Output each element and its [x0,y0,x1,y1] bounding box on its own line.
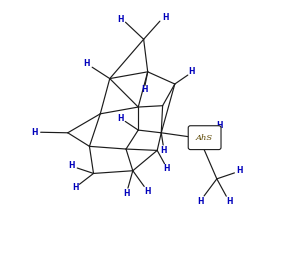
Text: H: H [197,196,203,206]
Text: H: H [31,128,38,137]
Text: H: H [68,161,75,170]
Text: H: H [216,121,223,130]
FancyBboxPatch shape [188,126,221,150]
Text: AhS: AhS [196,134,213,142]
Text: H: H [162,13,168,22]
Text: H: H [84,59,90,68]
Text: H: H [123,189,129,198]
Text: H: H [141,85,148,94]
Text: H: H [226,197,232,206]
Text: H: H [72,183,79,192]
Text: H: H [164,164,170,173]
Text: H: H [117,114,124,123]
Text: H: H [161,146,167,155]
Text: H: H [144,187,151,196]
Text: H: H [117,15,124,24]
Text: H: H [188,67,195,76]
Text: H: H [236,166,242,175]
